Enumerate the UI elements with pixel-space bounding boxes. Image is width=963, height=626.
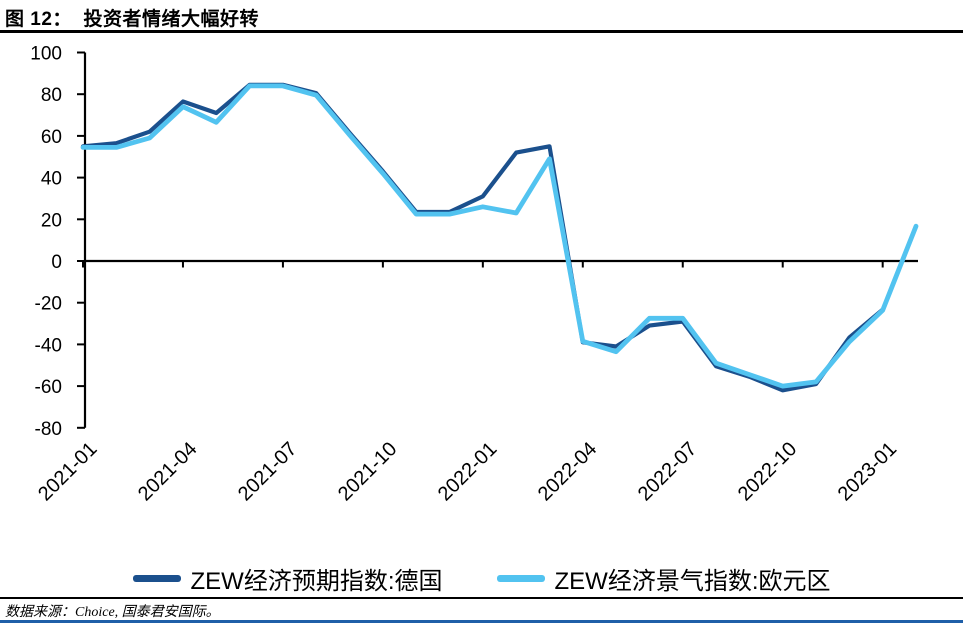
legend-swatch-germany — [132, 575, 181, 582]
x-tick-label: 2021-10 — [334, 438, 401, 505]
y-tick-label: 0 — [51, 252, 62, 273]
x-tick-label: 2022-01 — [434, 438, 501, 505]
x-tick-label: 2023-01 — [834, 438, 901, 505]
x-tick-label: 2022-04 — [534, 438, 601, 505]
title-divider — [0, 30, 963, 33]
x-tick-label: 2022-07 — [634, 438, 701, 505]
series-line-germany — [80, 82, 885, 393]
legend-label-germany: ZEW经济预期指数:德国 — [190, 568, 443, 595]
chart-legend: ZEW经济预期指数:德国 ZEW经济景气指数:欧元区 — [0, 561, 963, 596]
x-tick-label: 2022-10 — [734, 438, 801, 505]
source-divider — [0, 597, 963, 599]
y-tick-label: -40 — [35, 335, 62, 356]
bottom-accent-bar — [0, 620, 963, 623]
y-tick-label: 100 — [30, 44, 62, 65]
y-tick-label: 60 — [41, 127, 62, 148]
y-tick-label: 40 — [41, 169, 62, 190]
series-line-eurozone — [80, 83, 919, 389]
y-tick-label: 20 — [41, 210, 62, 231]
legend-item-germany: ZEW经济预期指数:德国 — [132, 561, 443, 596]
x-tick-label: 2021-01 — [34, 438, 101, 505]
x-tick-label: 2021-04 — [134, 438, 201, 505]
y-tick-label: -60 — [35, 377, 62, 398]
figure-title: 图 12： 投资者情绪大幅好转 — [5, 9, 259, 30]
legend-label-eurozone: ZEW经济景气指数:欧元区 — [554, 568, 831, 595]
y-tick-label: 80 — [41, 85, 62, 106]
legend-item-eurozone: ZEW经济景气指数:欧元区 — [496, 561, 831, 596]
y-tick-label: -80 — [35, 419, 62, 440]
y-tick-label: -20 — [35, 294, 62, 315]
x-tick-label: 2021-07 — [234, 438, 301, 505]
source-note: 数据来源：Choice, 国泰君安国际。 — [5, 605, 220, 620]
legend-swatch-eurozone — [496, 575, 545, 582]
